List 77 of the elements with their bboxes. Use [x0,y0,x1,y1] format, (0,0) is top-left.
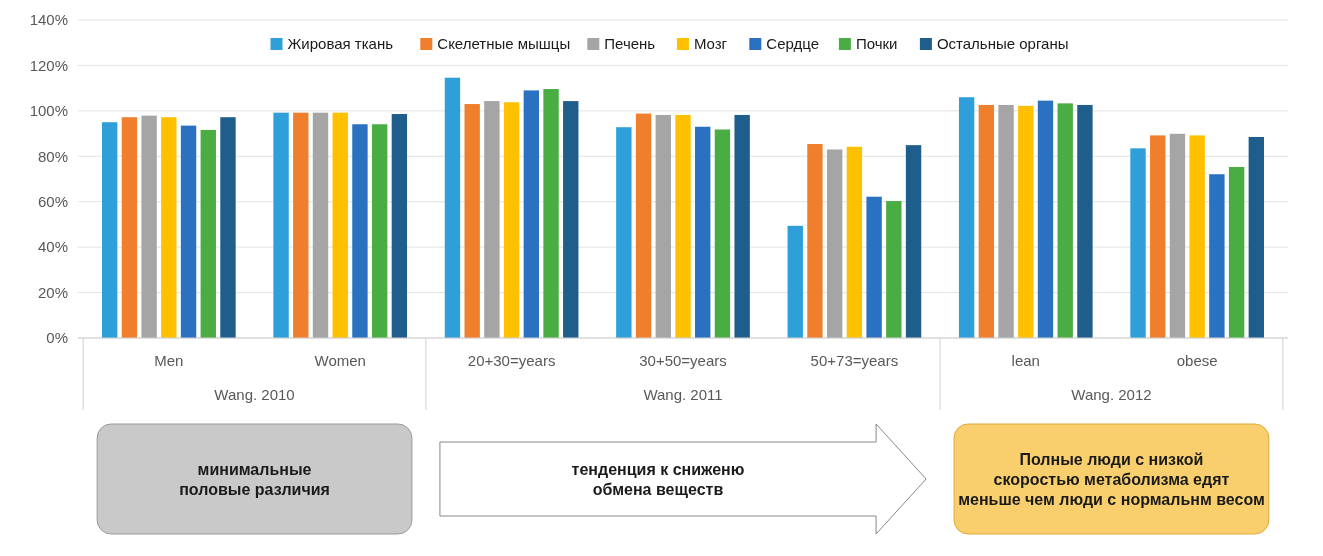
bar [846,146,863,338]
y-tick-label: 100% [29,102,68,120]
y-tick-label: 120% [29,56,68,74]
bar [886,201,902,338]
bar [563,101,579,338]
y-tick-label: 80% [37,147,68,165]
bar [655,114,671,338]
text: Полные люди с низкой скоростью метаболизма едят меньше чем люди с нормальнм весом [958,450,1265,508]
bar [1037,100,1054,338]
bar [312,112,329,338]
bar [1130,148,1146,338]
bar [958,97,975,338]
bar [180,125,197,338]
x-tick-label: 20+30=years [467,352,556,369]
bar [220,117,236,338]
legend-label: Мозг [693,35,728,53]
bar [1189,135,1205,338]
bar [978,104,995,338]
bar [905,145,922,338]
legend-label: Жировая ткань [287,35,394,53]
bar [998,104,1014,338]
bar [1150,135,1166,338]
bar [161,117,177,338]
x-tick-label: Women [314,352,366,369]
bar [1169,133,1186,338]
text: тенденция к сниженю обмена веществ [571,460,745,498]
x-tick-label: obese [1176,352,1218,369]
legend-label: Скелетные мышцы [437,35,571,53]
bar [695,126,711,338]
bar [444,77,461,338]
bar [787,225,803,338]
bar [807,144,823,338]
bar [352,124,368,338]
bar [826,149,843,338]
bar [371,124,388,338]
bar [1209,174,1225,338]
bar [1018,105,1034,338]
y-tick-label: 60% [37,192,68,210]
bar [293,112,309,338]
bar [866,196,882,338]
x-tick-label: 50+73=years [810,352,899,369]
bar [1248,136,1265,338]
bar [484,101,500,338]
bar [503,102,520,338]
text: Wang. 2012 [1071,386,1152,403]
bar [734,114,750,338]
text: Wang. 2011 [643,386,723,403]
bar [675,114,691,338]
legend-label: Сердце [766,35,819,53]
bar [121,117,138,338]
bar [464,104,480,338]
y-tick-label: 40% [37,238,68,256]
text: минимальные половые различия [179,460,330,498]
bar [273,112,289,338]
bar [616,127,632,338]
legend-label: Остальные органы [936,35,1069,53]
y-tick-label: 0% [46,329,68,347]
bar [332,112,348,338]
bar [543,89,559,338]
bar [714,129,731,338]
bar [1057,103,1073,338]
y-tick-label: 20% [37,283,68,301]
bar [101,122,118,338]
legend-label: Почки [855,35,898,53]
bar [200,129,216,338]
legend-label: Печень [604,35,656,53]
text: Wang. 2010 [214,386,295,403]
y-tick-label: 140% [29,11,68,29]
x-tick-label: 30+50=years [639,352,727,369]
x-tick-label: lean [1011,352,1040,369]
bar [635,113,652,338]
x-tick-label: Men [154,352,184,369]
bar [391,114,408,338]
bar [1228,166,1245,338]
bar [1077,104,1093,338]
bar [523,90,540,338]
bar [141,115,157,338]
